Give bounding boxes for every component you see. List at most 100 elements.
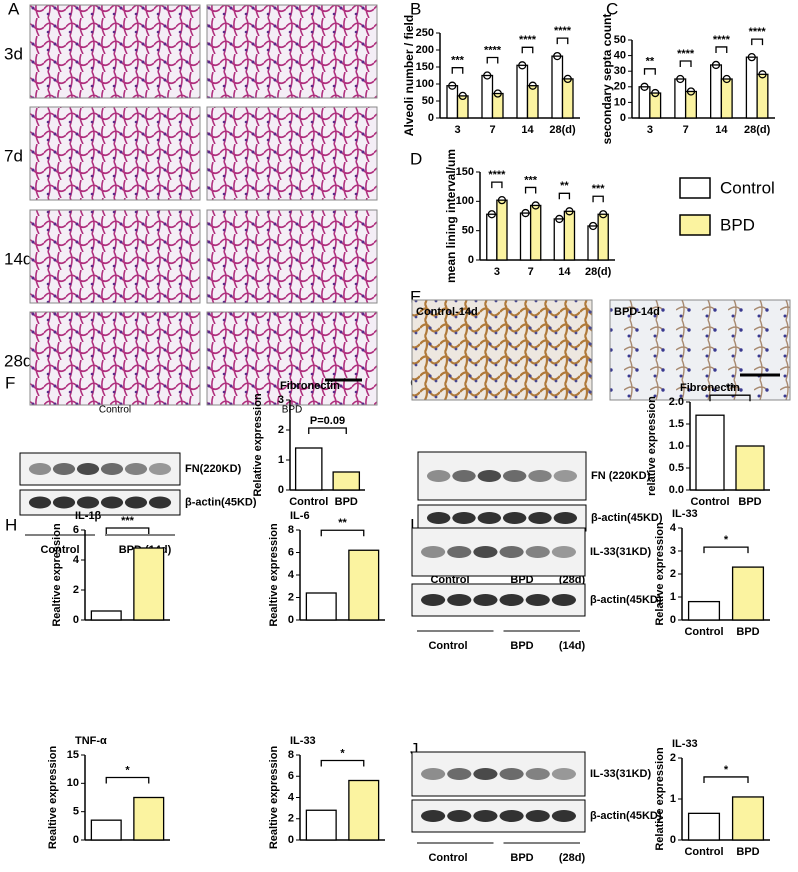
bar-dot — [521, 208, 530, 218]
bar-dot — [686, 87, 696, 96]
y-axis-title: Relative expression — [654, 522, 666, 626]
row-label: 7d — [4, 146, 23, 165]
bar — [332, 471, 361, 491]
micrograph — [29, 4, 201, 99]
y-tick-label: 1 — [670, 793, 676, 805]
row-label: 14d — [4, 249, 32, 268]
bar — [491, 92, 504, 119]
y-tick-label: 4 — [288, 569, 295, 581]
y-tick-label: 8 — [288, 749, 294, 761]
bar — [756, 73, 769, 119]
bar — [90, 610, 122, 621]
blot-band — [499, 768, 524, 780]
sig-label: **** — [519, 34, 537, 46]
bar — [305, 592, 337, 621]
blot-frame — [19, 452, 181, 486]
x-tick-label: Control — [289, 496, 328, 508]
bar — [720, 78, 733, 119]
blot-band — [551, 768, 576, 780]
blot-band — [551, 546, 576, 558]
blot-band — [502, 512, 527, 524]
band-label: IL-33(31KD) — [590, 768, 651, 780]
micrograph — [206, 209, 378, 304]
y-tick-label: 50 — [614, 34, 626, 46]
sig-bracket — [643, 68, 656, 75]
y-tick-label: 50 — [462, 225, 474, 237]
row-label: 28d — [4, 351, 32, 370]
group-label: Control — [428, 640, 467, 652]
group-label: BPD — [510, 574, 533, 586]
y-tick-label: 2 — [278, 424, 284, 436]
sig-label: * — [125, 764, 130, 776]
bar — [561, 78, 574, 119]
y-tick-label: 250 — [416, 27, 434, 39]
sig-bracket — [703, 546, 749, 554]
y-tick-label: 0 — [670, 834, 676, 846]
x-tick-label: BPD — [738, 496, 761, 508]
x-tick-label: 3 — [454, 124, 460, 136]
sig-label: ** — [338, 517, 347, 529]
blot-band — [477, 512, 502, 524]
bar-dot — [565, 207, 574, 216]
y-tick-label: 1.0 — [669, 440, 684, 452]
blot-band — [525, 810, 550, 822]
bar — [638, 86, 651, 119]
y-axis-title: relative expression — [646, 396, 658, 496]
chart-title: IL-6 — [290, 510, 310, 522]
y-tick-label: 0 — [278, 484, 284, 496]
y-tick-label: 20 — [614, 81, 626, 93]
band-label: FN (220KD) — [591, 470, 651, 482]
bar-dot — [588, 221, 598, 231]
blot-band — [52, 496, 76, 509]
blot-band — [426, 470, 451, 482]
bar — [519, 212, 532, 261]
sig-bracket — [320, 759, 365, 767]
sig-label: **** — [554, 25, 572, 37]
bar — [649, 92, 662, 119]
blot-frame — [411, 751, 586, 797]
bar — [133, 547, 165, 621]
bar-dot — [676, 74, 685, 84]
sig-bracket — [105, 776, 150, 784]
y-tick-label: 6 — [288, 770, 294, 782]
panel-label: A — [8, 0, 20, 18]
x-tick-label: 7 — [489, 124, 495, 136]
bar — [587, 225, 599, 261]
blot-band — [525, 546, 550, 558]
sig-bracket — [521, 46, 534, 54]
bar — [133, 796, 165, 841]
bar — [597, 213, 609, 261]
bar-dot — [651, 88, 660, 98]
legend-swatch — [679, 214, 711, 236]
blot-band — [426, 512, 451, 524]
column-label: BPD — [282, 405, 303, 416]
ihc-label: Control-14d — [416, 306, 478, 318]
x-tick-label: Control — [690, 496, 729, 508]
y-axis-title: Relative expression — [654, 747, 666, 851]
micrograph — [206, 106, 378, 201]
x-tick-label: 28(d) — [585, 266, 612, 278]
blot-band — [525, 768, 550, 780]
chart-title: TNF-α — [75, 735, 107, 747]
y-tick-label: 100 — [456, 195, 474, 207]
band-label: IL-33(31KD) — [590, 546, 651, 558]
sig-label: *** — [524, 174, 538, 186]
y-axis-title: mean lining interval/um — [444, 149, 458, 283]
blot-band — [421, 768, 446, 780]
sig-label: *** — [451, 55, 465, 67]
bar — [529, 204, 542, 261]
y-tick-label: 100 — [416, 78, 434, 90]
sig-label: **** — [749, 26, 767, 38]
sig-bracket — [709, 394, 751, 402]
blot-band — [473, 810, 498, 822]
x-tick-label: 3 — [494, 266, 500, 278]
band-label: β-actin(45KD) — [591, 512, 663, 524]
blot-band — [421, 810, 446, 822]
y-tick-label: 0.0 — [669, 484, 684, 496]
sig-bracket — [486, 56, 499, 64]
x-tick-label: 14 — [715, 124, 728, 136]
sig-bracket — [592, 195, 604, 203]
blot-band — [528, 470, 552, 482]
blot-band — [421, 594, 446, 606]
blot-band — [447, 594, 472, 606]
